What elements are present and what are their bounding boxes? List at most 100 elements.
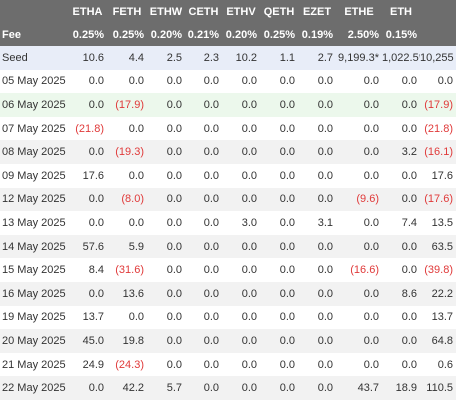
row-label: 12 May 2025: [2, 193, 66, 206]
cell: 0.0: [401, 311, 417, 324]
cell: (17.6): [424, 193, 453, 206]
cell: 13.5: [431, 216, 453, 229]
cell: 0.0: [166, 75, 182, 88]
cell: 0.0: [279, 193, 295, 206]
cell: 0.0: [279, 122, 295, 135]
table-row: 09 May 2025 17.6 0.0 0.0 0.0 0.0 0.0 0.0 0.0 0.0 1…: [0, 164, 456, 188]
table-row: 22 May 2025 0.0 42.2 5.7 0.0 0.0 0.0 0.0 43.7 18.…: [0, 376, 456, 400]
column-name: EZET: [298, 0, 336, 23]
cell: 0.0: [317, 75, 333, 88]
cell: 0.0: [203, 193, 219, 206]
cell: 19.8: [122, 334, 144, 347]
table-row: 21 May 2025 24.9 (24.3) 0.0 0.0 0.0 0.0 0.0 0.0 0…: [0, 353, 456, 377]
cell: 0.0: [166, 264, 182, 277]
cell: 0.0: [363, 334, 379, 347]
cell: 0.0: [203, 216, 219, 229]
cell: 0.0: [88, 193, 104, 206]
cell: 0.0: [279, 146, 295, 159]
cell: (16.1): [424, 146, 453, 159]
cell: 0.0: [317, 98, 333, 111]
cell: 0.6: [437, 358, 453, 371]
cell: 64.8: [431, 334, 453, 347]
cell: 0.0: [317, 240, 333, 253]
cell: 13.6: [122, 287, 144, 300]
cell: 0.0: [363, 98, 379, 111]
cell: 63.5: [431, 240, 453, 253]
cell: 0.0: [241, 287, 257, 300]
cell: 0.0: [317, 382, 333, 395]
column-name: ETH: [382, 0, 420, 23]
table-row: 20 May 2025 45.0 19.8 0.0 0.0 0.0 0.0 0.0 0.0 0.0…: [0, 329, 456, 353]
header-cell: [0, 0, 68, 23]
cell: 0.0: [203, 169, 219, 182]
cell: 10,255: [420, 51, 454, 64]
cell: 7.4: [401, 216, 417, 229]
cell: 9,199.3*: [338, 51, 379, 64]
cell: 0.0: [401, 122, 417, 135]
cell: 0.0: [88, 382, 104, 395]
cell: 17.6: [431, 169, 453, 182]
cell: 0.0: [166, 169, 182, 182]
cell: 0.0: [279, 98, 295, 111]
table-header: ETHA FETH ETHW CETH ETHV QETH EZET ETHE ETH Fee 0…: [0, 0, 456, 46]
cell: (17.9): [115, 98, 144, 111]
cell: 2.5: [166, 51, 182, 64]
cell: 0.0: [317, 169, 333, 182]
cell: 0.0: [279, 358, 295, 371]
cell: 0.0: [401, 169, 417, 182]
cell: 0.0: [88, 287, 104, 300]
cell: 0.0: [401, 358, 417, 371]
cell: 0.0: [279, 240, 295, 253]
cell: 0.0: [241, 98, 257, 111]
cell: (8.0): [121, 193, 144, 206]
cell: 0.0: [88, 216, 104, 229]
cell: 0.0: [401, 193, 417, 206]
cell: 0.0: [317, 334, 333, 347]
cell: 0.0: [88, 146, 104, 159]
cell: 0.0: [363, 122, 379, 135]
column-name: ETHV: [222, 0, 260, 23]
cell: 0.0: [401, 98, 417, 111]
row-label: 20 May 2025: [2, 334, 66, 347]
cell: 0.0: [203, 287, 219, 300]
cell: 8.6: [401, 287, 417, 300]
cell: 0.0: [128, 122, 144, 135]
cell: 0.0: [317, 287, 333, 300]
header-cell: [420, 0, 456, 23]
cell: 0.0: [317, 122, 333, 135]
cell: 0.0: [279, 169, 295, 182]
row-label: Seed: [2, 51, 28, 64]
cell: 0.0: [317, 264, 333, 277]
cell: 0.0: [363, 240, 379, 253]
cell: 0.0: [166, 311, 182, 324]
cell: 0.0: [363, 216, 379, 229]
cell: 0.0: [241, 334, 257, 347]
cell: (39.8): [424, 264, 453, 277]
cell: 0.0: [241, 382, 257, 395]
table-row: 15 May 2025 8.4 (31.6) 0.0 0.0 0.0 0.0 0.0 (16.6…: [0, 258, 456, 282]
cell: 0.0: [241, 311, 257, 324]
cell: 0.0: [317, 358, 333, 371]
cell: 0.0: [401, 75, 417, 88]
fee-label: Fee: [0, 23, 68, 46]
cell: 0.0: [363, 146, 379, 159]
cell: 0.0: [279, 382, 295, 395]
cell: 13.7: [82, 311, 104, 324]
cell: (21.8): [424, 122, 453, 135]
fee-value: 0.21%: [185, 23, 222, 46]
cell: 0.0: [241, 146, 257, 159]
cell: 45.0: [82, 334, 104, 347]
cell: 0.0: [279, 216, 295, 229]
cell: 5.9: [128, 240, 144, 253]
cell: 0.0: [401, 264, 417, 277]
fee-value: 2.50%: [336, 23, 382, 46]
cell: 0.0: [203, 311, 219, 324]
cell: 0.0: [166, 146, 182, 159]
cell: 0.0: [241, 240, 257, 253]
cell: (9.6): [356, 193, 379, 206]
row-label: 15 May 2025: [2, 264, 66, 277]
cell: 0.0: [203, 264, 219, 277]
cell: 1,022.5*: [382, 51, 420, 64]
row-label: 13 May 2025: [2, 216, 66, 229]
